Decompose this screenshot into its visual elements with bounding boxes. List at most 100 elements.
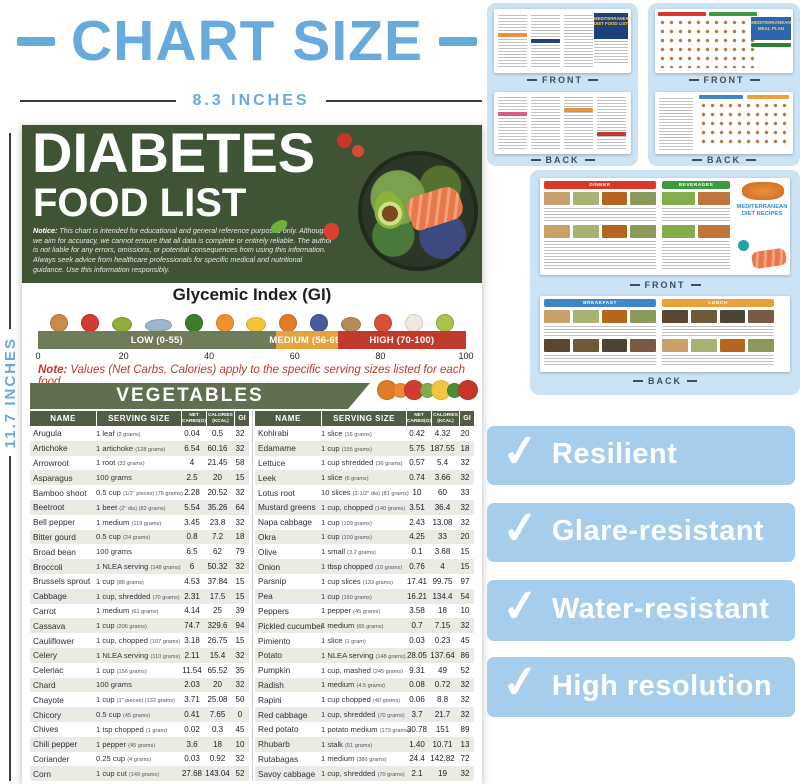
net-carbs-value: 2.03 <box>184 680 200 690</box>
gi-value: 32 <box>235 428 245 438</box>
mini-photo-grid <box>662 192 730 205</box>
food-name: Celeriac <box>33 665 64 676</box>
diabetes-food-list-poster: DIABETES FOOD LIST Notice: This chart is… <box>22 125 482 784</box>
vegetables-tables: NAME SERVING SIZE NET CARBS(G) CALORIES … <box>30 411 474 782</box>
net-carbs-value: 24.4 <box>409 754 425 764</box>
net-carbs-value: 74.7 <box>184 621 200 631</box>
calories-value: 62 <box>213 547 222 557</box>
table-row: Lettuce 1 cup shredded (36 grams) 0.57 5.4 3… <box>255 456 474 471</box>
blueberries-icon <box>310 314 329 332</box>
calories-value: 23.8 <box>209 517 226 527</box>
gi-value: 10 <box>460 606 470 616</box>
food-photo-icon <box>662 192 695 205</box>
gi-value: 32 <box>460 458 470 468</box>
gi-band: HIGH (70-100) <box>337 331 466 349</box>
table-row: Radish 1 medium (4.5 grams) 0.08 0.72 32 <box>255 677 474 693</box>
column-header-name: NAME <box>255 411 321 426</box>
net-carbs-value: 2.11 <box>184 650 200 660</box>
food-name: Broccoli <box>33 561 63 572</box>
gi-value: 32 <box>460 680 470 690</box>
oranges-icon <box>215 314 234 332</box>
food-photo-icon <box>748 310 774 323</box>
food-name: Bell pepper <box>33 517 75 528</box>
calories-value: 137.64 <box>430 650 455 660</box>
avocado-icon <box>369 187 409 233</box>
table-row: Chayote 1 cup (1" pieces) (132 grams) 3.71… <box>30 692 249 707</box>
food-name: Parsnip <box>258 576 287 587</box>
apple-icon <box>80 314 99 332</box>
broccoli-icon <box>184 314 203 332</box>
watermelon-icon <box>374 314 393 332</box>
serving-size: 1 medium (386 grams) <box>321 754 387 764</box>
calories-value: 143.04 <box>205 769 230 779</box>
salmon-icon <box>750 247 788 270</box>
food-name: Cassava <box>33 620 66 631</box>
gi-value: 54 <box>460 591 470 601</box>
food-name: Beetroot <box>33 502 65 513</box>
mini-table-lines <box>544 208 656 223</box>
calories-value: 99.75 <box>432 576 453 586</box>
food-photo-icon <box>572 310 599 323</box>
table-row: Lotus root 10 slices (2-1/2" dia) (81 gra… <box>255 485 474 500</box>
food-name: Okra <box>258 531 276 542</box>
title-dash-icon <box>17 36 55 46</box>
feature-badge: ✓ Glare-resistant <box>487 502 795 562</box>
food-name: Pimiento <box>258 635 291 646</box>
table-row: Pickled cucumber 1 medium (65 grams) 0.7 7.… <box>255 618 474 634</box>
food-photo-icon <box>544 339 570 352</box>
title-dash-icon <box>439 36 477 46</box>
calories-value: 134.4 <box>432 591 453 601</box>
calories-value: 36.4 <box>434 502 451 512</box>
mini-photo-grid <box>544 310 656 323</box>
feature-badge: ✓ Resilient <box>487 425 795 485</box>
food-photo-icon <box>630 225 656 238</box>
mini-section-bar <box>597 132 626 136</box>
mini-section-bar <box>751 43 791 47</box>
food-photo-icon <box>544 192 570 205</box>
serving-size: 1 cup chopped (40 grams) <box>321 695 400 705</box>
serving-size: 10 slices (2-1/2" dia) (81 grams) <box>321 488 409 498</box>
food-name: Asparagus <box>33 472 73 483</box>
net-carbs-value: 0.41 <box>184 710 200 720</box>
mini-photo-grid <box>662 225 730 238</box>
table-row: Bamboo shoot 0.5 cup (1/2" pieces) (76 gr… <box>30 485 249 500</box>
net-carbs-value: 2.43 <box>409 517 425 527</box>
food-name: Onion <box>258 561 281 572</box>
vegetables-title: VEGETABLES <box>116 385 264 406</box>
calories-value: 18 <box>213 739 222 749</box>
measure-line <box>9 133 11 329</box>
measure-line <box>20 100 177 102</box>
serving-size: 1 cup (88 grams) <box>96 576 144 586</box>
calories-value: 25.08 <box>207 695 228 705</box>
potato-icon <box>341 317 362 332</box>
gi-value: 32 <box>235 517 245 527</box>
net-carbs-value: 4.14 <box>184 606 200 616</box>
net-carbs-value: 3.6 <box>186 739 198 749</box>
back-label: BACK <box>648 155 800 165</box>
food-name: Chili pepper <box>33 739 78 750</box>
net-carbs-value: 0.03 <box>409 636 425 646</box>
table-row: Bitter gourd 0.5 cup (24 grams) 0.8 7.2 18 <box>30 529 249 545</box>
tuna-fish-icon <box>144 319 172 332</box>
gi-tick-label: 60 <box>289 351 300 361</box>
feature-label: Water-resistant <box>551 593 770 625</box>
food-name: Mustard greens <box>258 502 316 513</box>
serving-size: 0.5 cup (45 grams) <box>96 710 151 720</box>
net-carbs-value: 3.71 <box>184 695 200 705</box>
mini-chart-title: MEDITERRANEAN DIET RECIPES <box>736 204 788 217</box>
food-photo-icon <box>601 310 628 323</box>
food-name: Edamame <box>258 443 296 454</box>
net-carbs-value: 3.58 <box>409 606 425 616</box>
serving-size: 1 cup, shredded (70 grams) <box>321 710 405 720</box>
table-row: Olive 1 small (3.2 grams) 0.1 3.68 15 <box>255 544 474 559</box>
table-row: Artichoke 1 artichoke (128 grams) 6.54 60.1… <box>30 440 249 456</box>
gi-value: 45 <box>460 636 470 646</box>
food-name: Leek <box>258 472 276 483</box>
serving-size: 1 slice (6 grams) <box>321 473 369 483</box>
table-row: Beetroot 1 beet (2" dia) (82 grams) 5.54 35… <box>30 499 249 515</box>
table-row: Broad bean 100 grams 6.5 62 79 <box>30 544 249 559</box>
food-photo-icon <box>572 192 599 205</box>
gi-value: 45 <box>235 724 245 734</box>
gi-value: 52 <box>235 769 245 779</box>
food-name: Bamboo shoot <box>33 487 87 498</box>
